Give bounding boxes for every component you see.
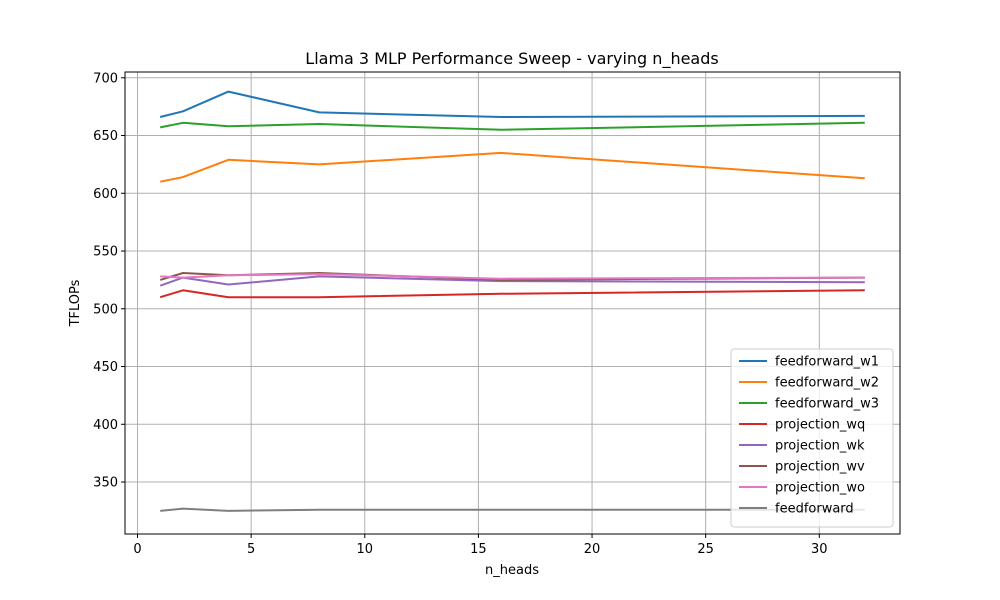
legend-label: projection_wo (775, 481, 865, 496)
y-tick-label: 350 (93, 476, 118, 491)
x-tick-label: 30 (811, 542, 828, 557)
y-tick-label: 500 (93, 302, 118, 317)
legend-label: projection_wk (775, 439, 865, 454)
plot-frame (124, 71, 901, 535)
x-axis-title: n_heads (485, 563, 539, 578)
legend-box (730, 348, 894, 528)
series-line-feedforward (160, 507, 865, 512)
series-line-feedforward_w3 (160, 121, 865, 131)
legend-label: feedforward (775, 502, 854, 517)
chart-title: Llama 3 MLP Performance Sweep - varying … (305, 49, 718, 69)
axis-ticks: 0 5 10 15 20 25 30 350 400 450 500 550 600 650 700 (93, 71, 827, 557)
legend-label: feedforward_w3 (775, 397, 879, 412)
x-tick-label: 5 (247, 542, 255, 557)
y-tick-label: 700 (93, 71, 118, 86)
series-line-feedforward_w1 (159, 90, 865, 118)
y-axis-title: TFLOPs (68, 279, 83, 327)
legend: feedforward_w1 feedforward_w2 feedforward_… (730, 348, 894, 528)
y-tick-label: 450 (93, 360, 118, 375)
series-line-projection_wk (159, 275, 865, 287)
x-tick-label: 10 (356, 542, 373, 557)
legend-label: feedforward_w1 (775, 355, 879, 370)
x-tick-label: 15 (470, 542, 487, 557)
series-line-projection_wq (159, 289, 865, 299)
legend-label: projection_wq (775, 418, 865, 433)
x-tick-label: 20 (584, 542, 601, 557)
y-tick-label: 550 (93, 245, 118, 260)
legend-label: projection_wv (775, 460, 865, 475)
series-lines (159, 90, 865, 512)
legend-label: feedforward_w2 (775, 376, 879, 391)
series-line-projection_wo (160, 273, 865, 280)
x-tick-label: 0 (133, 542, 141, 557)
y-tick-label: 400 (93, 418, 118, 433)
y-tick-label: 600 (93, 187, 118, 202)
x-tick-label: 25 (697, 542, 714, 557)
series-line-feedforward_w2 (160, 151, 865, 183)
y-tick-label: 650 (93, 129, 118, 144)
